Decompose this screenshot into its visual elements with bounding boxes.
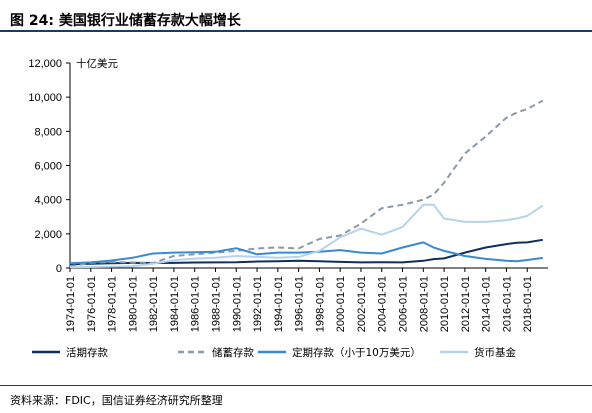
- x-tick-label: 2000-01-01: [335, 276, 347, 332]
- x-tick-label: 1984-01-01: [169, 276, 181, 332]
- y-tick-label: 4,000: [34, 195, 62, 207]
- series-line-4: [69, 203, 544, 269]
- source-note: 资料来源：FDIC，国信证券经济研究所整理: [10, 394, 223, 407]
- x-tick-label: 2012-01-01: [460, 276, 472, 332]
- y-tick-label: 2,000: [34, 229, 62, 241]
- x-tick-label: 2016-01-01: [501, 276, 513, 332]
- x-tick-label: 2006-01-01: [398, 276, 410, 332]
- x-tick-label: 2004-01-01: [377, 276, 389, 332]
- y-tick-label: 6,000: [34, 161, 62, 173]
- x-tick-label: 1978-01-01: [107, 276, 119, 332]
- legend-label-3: 定期存款（小于10万美元）: [292, 346, 421, 359]
- x-tick-label: 1976-01-01: [86, 276, 98, 332]
- x-tick-label: 1994-01-01: [273, 276, 285, 332]
- x-tick-label: 1974-01-01: [65, 276, 77, 332]
- y-tick-label: 0: [56, 263, 62, 275]
- x-tick-label: 2008-01-01: [418, 276, 430, 332]
- legend-label-1: 活期存款: [66, 346, 108, 359]
- series-line-2: [69, 99, 544, 268]
- x-tick-label: 1988-01-01: [210, 276, 222, 332]
- x-tick-label: 2014-01-01: [481, 276, 493, 332]
- source-divider: [0, 385, 592, 386]
- chart-title: 图 24: 美国银行业储蓄存款大幅增长: [10, 13, 241, 29]
- x-tick-label: 2018-01-01: [522, 276, 534, 332]
- series-line-3: [69, 241, 543, 265]
- x-tick-label: 1998-01-01: [314, 276, 326, 332]
- legend-label-4: 货币基金: [474, 346, 516, 359]
- x-tick-label: 1992-01-01: [252, 276, 264, 332]
- y-unit-label: 十亿美元: [76, 57, 118, 70]
- title-bar: 图 24: 美国银行业储蓄存款大幅增长: [0, 4, 592, 30]
- y-tick-label: 10,000: [28, 92, 62, 104]
- x-tick-label: 1996-01-01: [294, 276, 306, 332]
- y-tick-label: 8,000: [34, 126, 62, 138]
- x-tick-label: 1980-01-01: [127, 276, 139, 332]
- x-tick-label: 1982-01-01: [148, 276, 160, 332]
- legend-label-2: 储蓄存款: [212, 346, 254, 359]
- x-tick-label: 1990-01-01: [231, 276, 243, 332]
- x-tick-label: 1986-01-01: [190, 276, 202, 332]
- line-chart: 0 2,000 4,000 6,000 8,000 10,000 12,000 十亿美元 197…: [28, 57, 548, 359]
- y-tick-label: 12,000: [28, 58, 62, 70]
- x-tick-label: 2002-01-01: [356, 276, 368, 332]
- title-divider: [0, 30, 592, 32]
- x-tick-label: 2010-01-01: [439, 276, 451, 332]
